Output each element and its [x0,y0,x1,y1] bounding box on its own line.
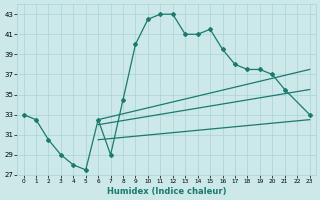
X-axis label: Humidex (Indice chaleur): Humidex (Indice chaleur) [107,187,226,196]
